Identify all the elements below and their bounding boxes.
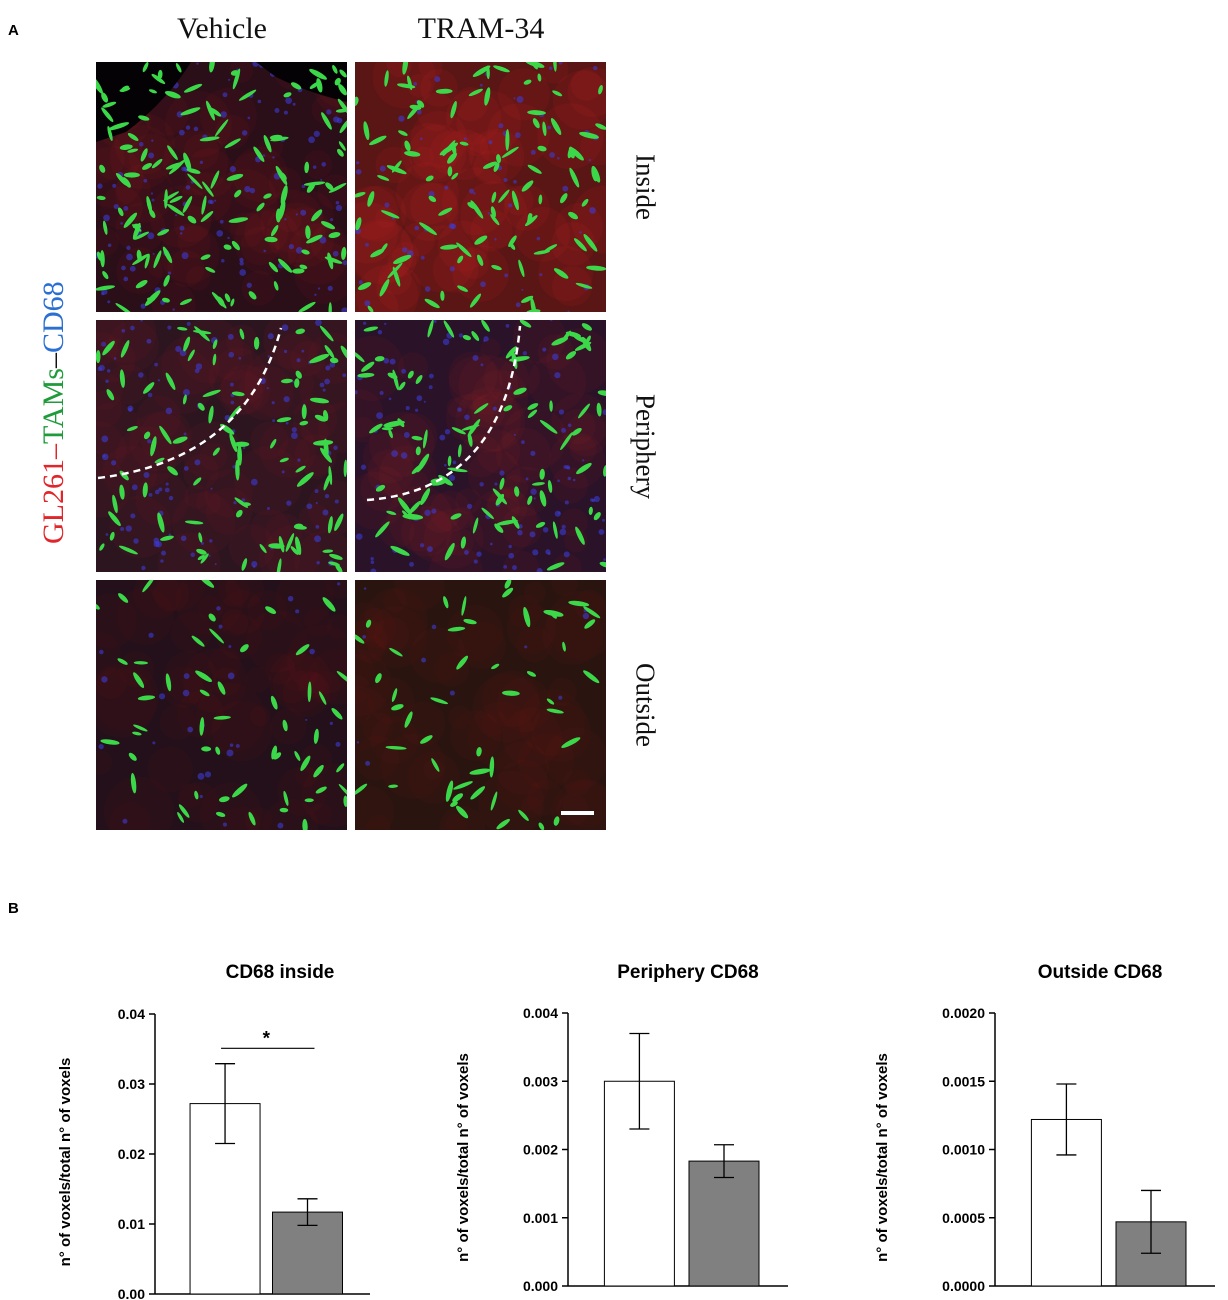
- stain-legend-label: GL261– TAMs – CD68: [37, 198, 71, 628]
- y-tick-label: 0.001: [523, 1210, 558, 1226]
- significance-marker: *: [263, 1028, 271, 1049]
- y-tick-label: 0.02: [118, 1146, 145, 1162]
- y-tick-label: 0.0010: [942, 1142, 985, 1158]
- micrograph-vehicle-outside: [96, 580, 347, 830]
- chart-outside-cd68: Outside CD68 n° of voxels/total n° of vox…: [874, 962, 1215, 1300]
- stain-tams: TAMs: [37, 368, 70, 445]
- row-header-inside: Inside: [630, 154, 661, 220]
- bar-tram34: [688, 1160, 760, 1287]
- row-header-periphery: Periphery: [630, 393, 661, 499]
- chart-title: CD68 inside: [226, 962, 335, 983]
- y-tick-label: 0.0000: [942, 1278, 985, 1294]
- y-tick-label: 0.01: [118, 1216, 145, 1232]
- y-axis-label: n° of voxels/total n° of voxels: [57, 1058, 74, 1267]
- panel-a-letter: A: [8, 22, 19, 39]
- y-tick-label: 0.004: [523, 1005, 558, 1021]
- y-tick-label: 0.04: [118, 1006, 145, 1022]
- micrograph-tram34-outside: [355, 580, 606, 830]
- chart-periphery-cd68: Periphery CD68 n° of voxels/total n° of v…: [455, 962, 788, 1300]
- y-tick-label: 0.0020: [942, 1005, 985, 1021]
- y-tick-label: 0.0015: [942, 1073, 985, 1089]
- chart-title: Periphery CD68: [617, 962, 759, 983]
- stain-cd68: CD68: [37, 281, 70, 354]
- y-axis-label: n° of voxels/total n° of voxels: [874, 1053, 891, 1262]
- panel-b-letter: B: [8, 900, 19, 917]
- stain-sep-2: –: [37, 353, 70, 369]
- y-axis-label: n° of voxels/total n° of voxels: [455, 1053, 472, 1262]
- column-header-tram34: TRAM-34: [417, 12, 545, 45]
- chart-cd68-inside: CD68 inside n° of voxels/total n° of voxe…: [57, 962, 370, 1300]
- y-tick-label: 0.03: [118, 1076, 145, 1092]
- micrograph-tram34-periphery: [355, 320, 606, 572]
- y-tick-label: 0.0005: [942, 1210, 985, 1226]
- y-tick-label: 0.002: [523, 1142, 558, 1158]
- y-tick-label: 0.003: [523, 1073, 558, 1089]
- row-header-outside: Outside: [630, 663, 661, 747]
- y-tick-label: 0.00: [118, 1286, 145, 1300]
- micrograph-vehicle-inside: [96, 62, 347, 312]
- chart-title: Outside CD68: [1038, 962, 1163, 983]
- micrograph-tram34-inside: [355, 62, 606, 312]
- stain-sep-1: –: [37, 444, 70, 460]
- stain-gl261: GL261: [37, 459, 70, 545]
- micrograph-vehicle-periphery: [96, 320, 347, 572]
- y-tick-label: 0.000: [523, 1278, 558, 1294]
- column-header-vehicle: Vehicle: [177, 12, 267, 45]
